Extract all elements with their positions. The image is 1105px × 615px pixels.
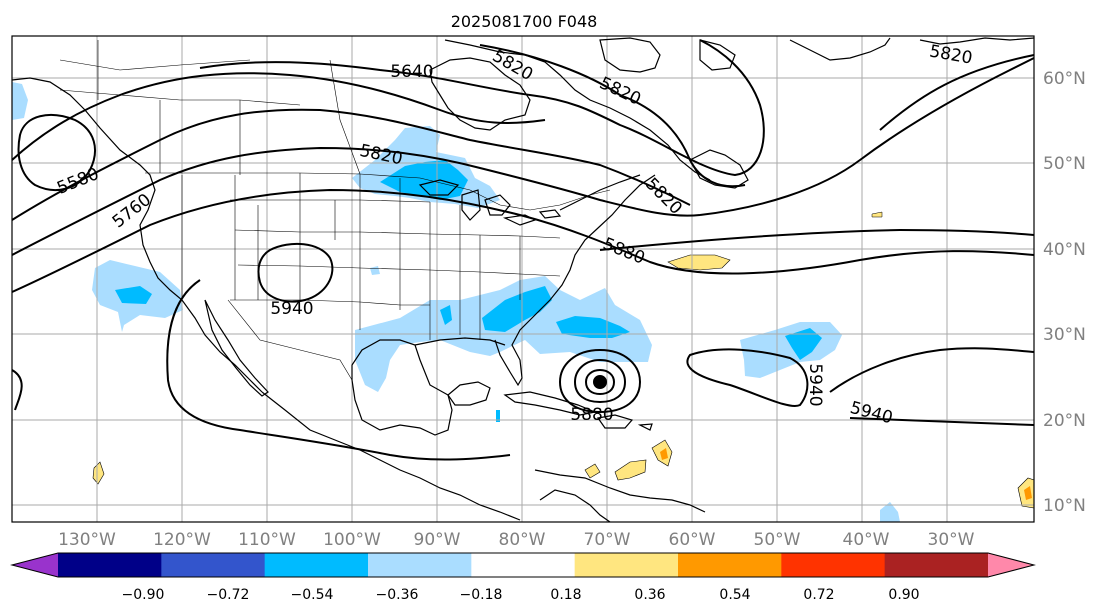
colorbar-segment: [368, 553, 472, 577]
lon-label: 130°W: [58, 530, 116, 550]
hurricane-contour-2: [573, 358, 627, 404]
lat-label: 40°N: [1043, 240, 1086, 260]
colorbar-outline: [10, 552, 1036, 578]
lon-label: 110°W: [238, 530, 296, 550]
shade-yellow-small-atlantic: [871, 211, 883, 218]
contour-5940-west: [257, 242, 334, 303]
shade-yellow-caribbean: [614, 459, 647, 481]
contour-5880-southeast: [599, 228, 1035, 251]
contour-5820-top: [479, 44, 746, 188]
colorbar-tick-label: −0.72: [207, 587, 250, 603]
colorbar-extend-low: [12, 553, 58, 577]
colorbar-tick-label: 0.90: [888, 587, 919, 603]
colorbar-segment: [678, 553, 782, 577]
contour-5940-east: [829, 347, 1035, 393]
shade-blue-great-lakes: [380, 160, 468, 200]
lon-label: 30°W: [928, 530, 975, 550]
contour-label: 5640: [390, 62, 433, 82]
contour-5640: [199, 39, 765, 177]
shade-blue-west: [115, 286, 152, 304]
lon-label: 40°W: [843, 530, 890, 550]
longitude-labels: 130°W 120°W 110°W 100°W 90°W 80°W 70°W 6…: [58, 530, 975, 550]
lon-label: 120°W: [153, 530, 211, 550]
map-title: 2025081700 F048: [451, 12, 598, 31]
lat-label: 50°N: [1043, 154, 1086, 174]
shade-light-blue-se-corner: [880, 502, 900, 522]
shade-orange-lesser-antilles: [660, 448, 668, 460]
shade-yellow-atlantic-north: [667, 254, 731, 271]
contour-5580-west: [17, 114, 96, 191]
lat-label: 10°N: [1043, 496, 1086, 516]
shade-orange-east-edge: [1024, 486, 1032, 500]
contour-5820: [11, 146, 701, 256]
shade-light-blue-west-edge: [12, 82, 28, 120]
colorbar-tick-label: 0.54: [719, 587, 750, 603]
colorbar-tick-label: −0.54: [291, 587, 334, 603]
lon-label: 60°W: [669, 530, 716, 550]
contour-label: 5940: [270, 299, 313, 319]
contour-5820-east: [879, 54, 1035, 131]
shade-blue-atlantic: [556, 316, 630, 338]
lon-label: 80°W: [499, 530, 546, 550]
colorbar-labels: −0.90 −0.72 −0.54 −0.36 −0.18 0.18 0.36 …: [122, 587, 920, 603]
contour-label: 5880: [570, 405, 613, 425]
lon-label: 70°W: [584, 530, 631, 550]
colorbar-tick-label: 0.72: [803, 587, 834, 603]
lat-label: 60°N: [1043, 69, 1086, 89]
lon-label: 90°W: [414, 530, 461, 550]
contour-5940-right: [686, 348, 809, 407]
shade-blue-mid-atlantic: [785, 328, 822, 360]
hurricane-contour-1: [558, 348, 642, 414]
contour-5880: [11, 188, 1035, 293]
lat-label: 30°N: [1043, 325, 1086, 345]
contour-5940: [11, 279, 511, 461]
contour-5580: [11, 72, 546, 161]
latitude-labels: 60°N 50°N 40°N 30°N 20°N 10°N: [1043, 69, 1086, 516]
lon-label: 50°W: [754, 530, 801, 550]
graticule: [12, 36, 1034, 522]
height-contours: [11, 39, 1035, 461]
contour-5940-southeast: [849, 417, 1035, 426]
colorbar-tick-label: 0.18: [550, 587, 581, 603]
colorbar-segment: [58, 553, 162, 577]
contour-5760: [11, 108, 691, 221]
shade-yellow-caribbean-2: [584, 463, 601, 479]
shade-blue-southeast: [482, 286, 552, 332]
colorbar-tick-label: 0.36: [634, 587, 665, 603]
shade-blue-gulf: [440, 305, 452, 325]
map-panel: 5640 5820 5820 5820 5580 5760 5820 5820 …: [11, 35, 1035, 523]
colorbar-segment: [161, 553, 266, 577]
contour-label: 5940: [805, 363, 825, 406]
colorbar-segment: [781, 553, 886, 577]
shade-light-blue-caribbean: [496, 410, 500, 422]
coastlines: [11, 37, 1035, 523]
shade-yellow-pacific: [92, 461, 105, 485]
lat-label: 20°N: [1043, 411, 1086, 431]
colorbar-segment: [884, 553, 989, 577]
hurricane-core: [593, 375, 607, 389]
lon-label: 100°W: [323, 530, 381, 550]
colorbar-tick-label: −0.18: [460, 587, 503, 603]
colorbar-segment: [264, 553, 369, 577]
colorbar: [10, 552, 1036, 578]
colorbar-tick-label: −0.36: [376, 587, 419, 603]
colorbar-segment: [471, 553, 576, 577]
colorbar-segment: [574, 553, 679, 577]
hurricane-contour-3: [584, 368, 616, 396]
colorbar-tick-label: −0.90: [122, 587, 165, 603]
contour-5880-east: [699, 57, 1035, 216]
colorbar-extend-high: [988, 553, 1034, 577]
